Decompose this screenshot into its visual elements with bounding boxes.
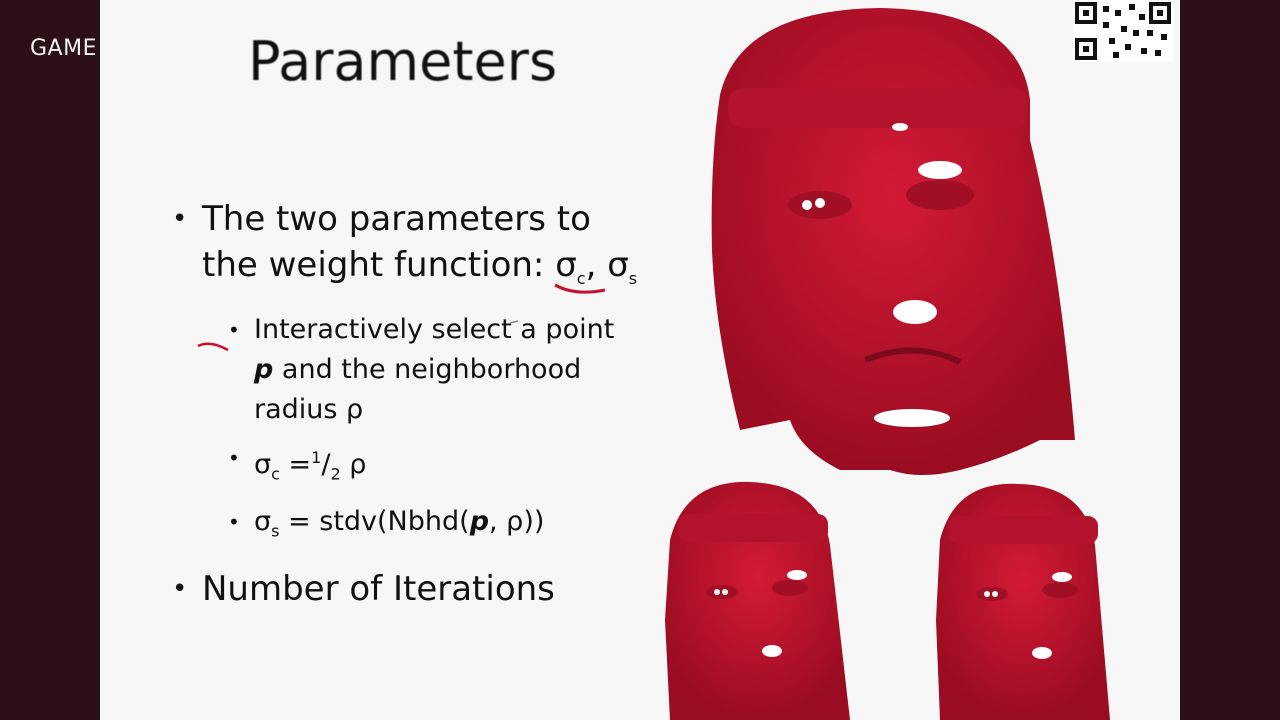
sigma-subscript: c (271, 464, 280, 484)
left-border: GAME (0, 0, 100, 720)
sub-text: and the neighborhood radius ρ (254, 353, 582, 425)
sigma-symbol: σ (555, 245, 577, 285)
point-p: p (469, 506, 490, 538)
bullet-text: Number of Iterations (202, 568, 555, 609)
sigma-subscript: s (628, 268, 638, 288)
comma: , (585, 245, 597, 285)
bullet-weight-parameters: The two parameters to the weight functio… (172, 196, 642, 302)
point-p: p (254, 353, 274, 385)
face-renders (665, 8, 1110, 720)
slide: Parameters The two parameters to the wei… (100, 0, 1180, 720)
sub-text: Interactively select a point (254, 313, 615, 345)
sigma-subscript: s (271, 521, 280, 541)
face-small-left (665, 481, 850, 720)
sigma-s: σs (607, 245, 638, 288)
bullet-text: The two parameters to the weight functio… (202, 199, 591, 285)
right-border (1180, 0, 1280, 720)
fraction-slash: / (321, 448, 331, 480)
sub-bullet-sigma-c: σc =1/2 ρ (228, 438, 642, 494)
sub-bullet-sigma-s: σs = stdv(Nbhd(p, ρ)) (228, 502, 642, 551)
sub-bullet-list: Interactively select a point p and the n… (228, 310, 642, 552)
face-small-right (936, 483, 1110, 720)
sigma-subscript: c (576, 268, 586, 288)
fraction-numerator: 1 (311, 447, 322, 467)
slide-title: Parameters (248, 30, 558, 93)
sub-bullet-select-point: Interactively select a point p and the n… (228, 310, 642, 430)
brand-label: GAME (30, 36, 97, 61)
rho: ρ (340, 448, 367, 480)
sigma-symbol: σ (254, 448, 272, 480)
qr-code-icon (1073, 0, 1173, 62)
sub-text: = stdv(Nbhd( (279, 506, 470, 538)
equals: = (279, 448, 312, 480)
sigma-symbol: σ (607, 245, 629, 285)
fraction-denominator: 2 (330, 464, 341, 484)
sigma-c: σc (555, 245, 586, 288)
pen-annotations (197, 283, 606, 352)
face-large (711, 8, 1075, 475)
sigma-symbol: σ (254, 506, 272, 538)
bullet-list: The two parameters to the weight functio… (172, 196, 642, 612)
sub-text: , ρ)) (489, 506, 545, 538)
bullet-iterations: Number of Iterations (172, 566, 642, 612)
